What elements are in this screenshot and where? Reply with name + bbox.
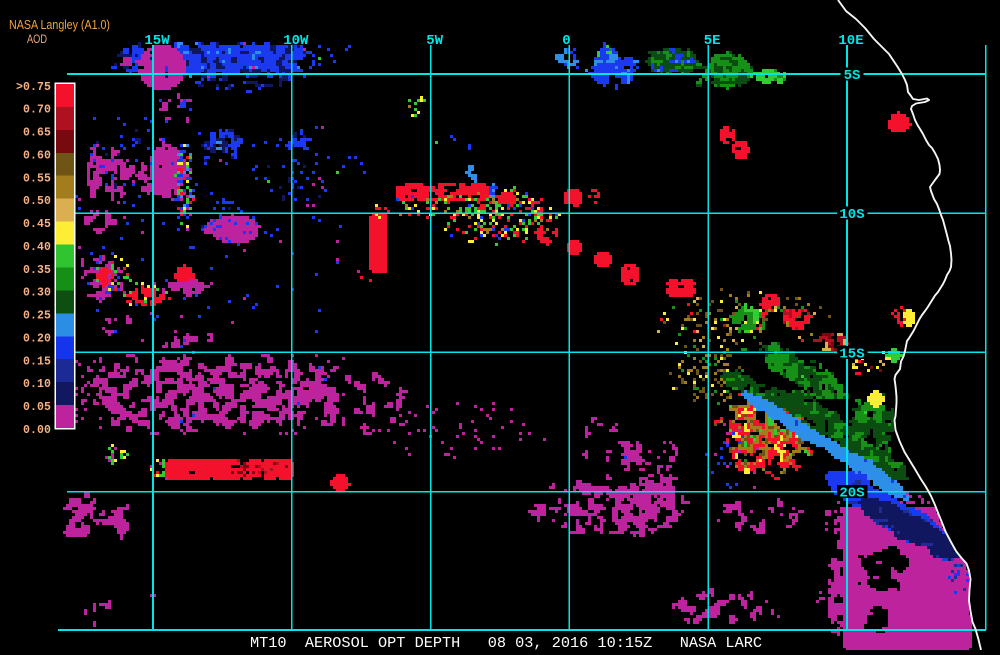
svg-text:10W: 10W <box>283 33 309 49</box>
svg-text:0.10: 0.10 <box>23 378 51 391</box>
svg-text:MT10 AEROSOL OPT DEPTH 08 0: MT10 AEROSOL OPT DEPTH 08 03, 2016 10:15… <box>250 634 762 650</box>
svg-text:0.00: 0.00 <box>23 424 51 437</box>
svg-text:0.15: 0.15 <box>23 355 51 368</box>
svg-text:15W: 15W <box>144 33 170 49</box>
svg-text:15S: 15S <box>839 346 864 362</box>
svg-text:10E: 10E <box>838 33 863 49</box>
svg-text:0.20: 0.20 <box>23 333 51 346</box>
svg-text:5S: 5S <box>844 68 861 84</box>
svg-text:0.25: 0.25 <box>23 310 51 323</box>
svg-text:0: 0 <box>562 33 570 49</box>
svg-text:0.35: 0.35 <box>23 264 51 277</box>
svg-text:0.55: 0.55 <box>23 172 51 185</box>
svg-text:AOD: AOD <box>27 32 47 46</box>
svg-text:20S: 20S <box>839 486 864 502</box>
svg-text:5W: 5W <box>426 33 443 49</box>
svg-text:0.30: 0.30 <box>23 287 51 300</box>
svg-text:0.60: 0.60 <box>23 149 51 162</box>
svg-text:NASA Langley (A1.0): NASA Langley (A1.0) <box>9 17 110 32</box>
svg-text:0.05: 0.05 <box>23 401 51 414</box>
svg-text:0.70: 0.70 <box>23 104 51 117</box>
svg-text:10S: 10S <box>839 207 864 223</box>
svg-text:>0.75: >0.75 <box>16 81 51 94</box>
svg-text:0.45: 0.45 <box>23 218 51 231</box>
svg-text:5E: 5E <box>704 33 721 49</box>
svg-text:0.40: 0.40 <box>23 241 51 254</box>
svg-text:0.65: 0.65 <box>23 127 51 140</box>
svg-text:0.50: 0.50 <box>23 195 51 208</box>
